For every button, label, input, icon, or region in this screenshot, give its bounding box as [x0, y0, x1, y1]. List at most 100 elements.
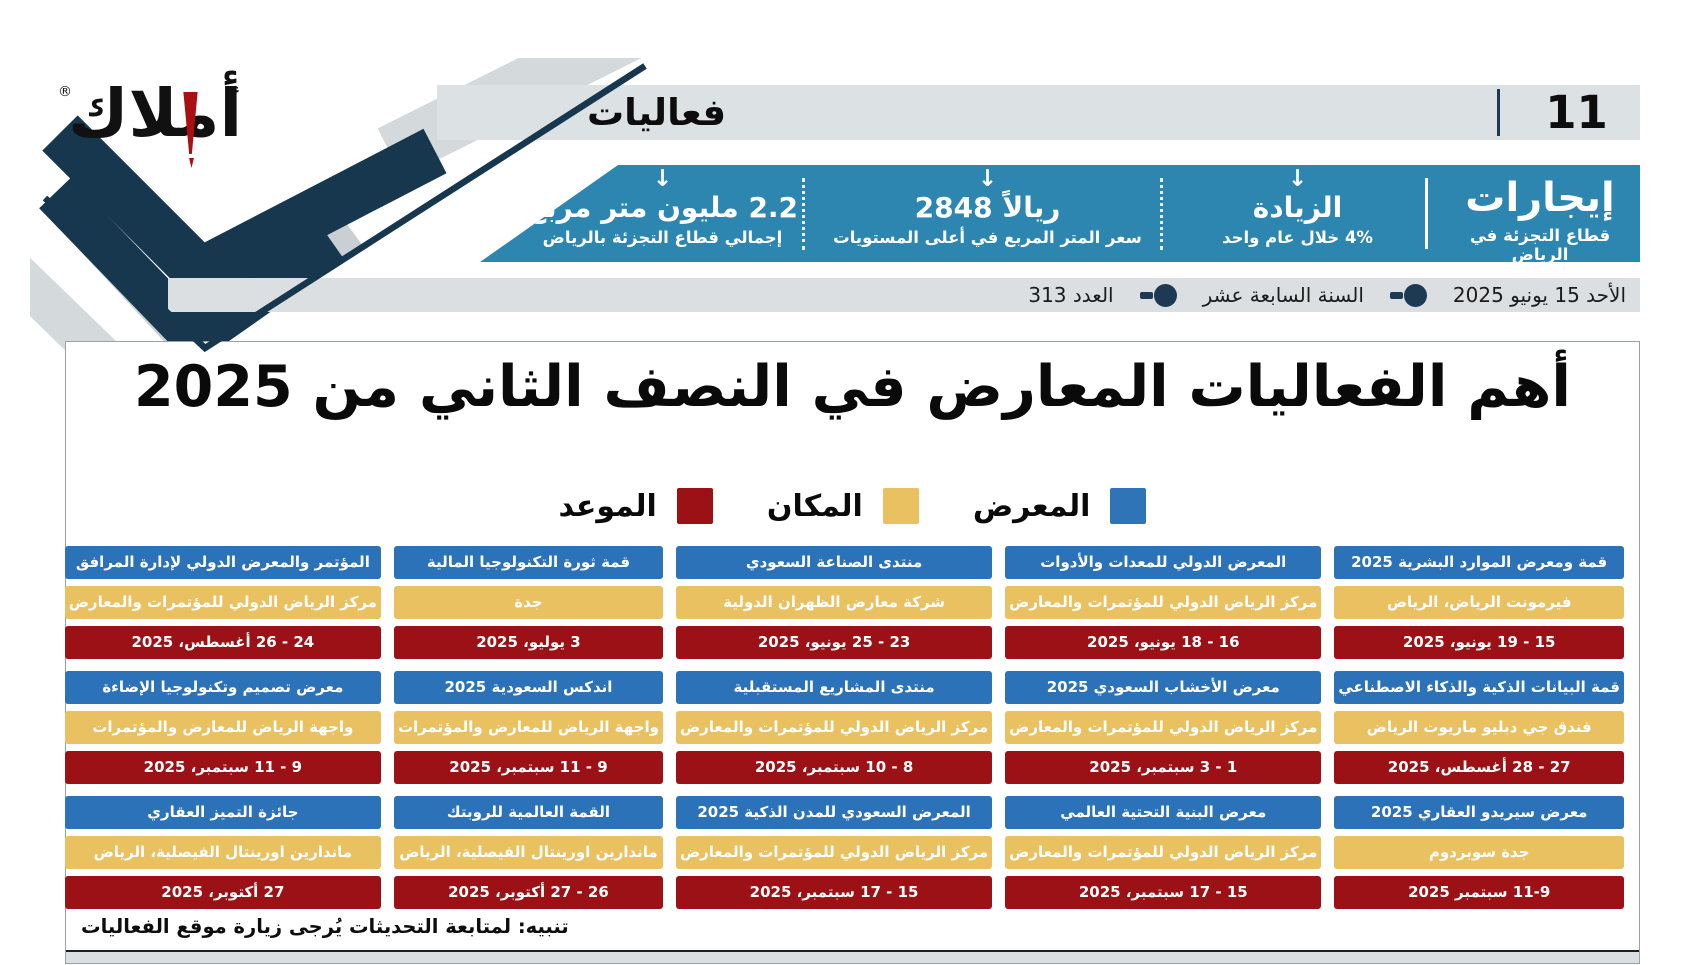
- event-date: 23 - 25 يونيو، 2025: [675, 626, 993, 659]
- event-name: معرض البنية التحتية العالمي: [1005, 796, 1322, 829]
- event-date: 3 يوليو، 2025: [393, 626, 663, 659]
- legend-item-date: الموعد: [559, 488, 713, 524]
- rental-stats-banner: إيجارات قطاع التجزئة في الرياض ↓ الزيادة…: [480, 165, 1640, 262]
- event-card: معرض تصميم وتكنولوجيا الإضاءة واجهة الري…: [64, 671, 381, 784]
- event-venue: ماندارين اورينتال الفيصلية، الرياض: [393, 836, 663, 869]
- event-date: 9 - 11 سبتمبر، 2025: [393, 751, 663, 784]
- page-number: 11: [1545, 86, 1608, 139]
- event-name: معرض تصميم وتكنولوجيا الإضاءة: [64, 671, 381, 704]
- publication-year: السنة السابعة عشر: [1202, 283, 1364, 307]
- banner-divider: [1425, 178, 1428, 249]
- banner-headline: إيجارات قطاع التجزئة في الرياض: [1440, 173, 1640, 264]
- event-date: 16 - 18 يونيو، 2025: [1005, 626, 1322, 659]
- stat-price: ↓ 2848 ريالاً سعر المتر المربع في أعلى ا…: [820, 166, 1155, 248]
- legend-label: المكان: [766, 488, 863, 524]
- issue-separator-icon: [1139, 283, 1177, 307]
- event-venue: فيرمونت الرياض، الرياض: [1334, 586, 1624, 619]
- issue-separator-icon: [1389, 283, 1427, 307]
- location-color-swatch: [882, 488, 919, 524]
- event-name: المؤتمر والمعرض الدولي لإدارة المرافق: [64, 546, 381, 579]
- stat-value: الزيادة: [1252, 191, 1343, 224]
- banner-title: إيجارات: [1465, 175, 1615, 221]
- event-venue: فندق جي دبليو ماريوت الرياض: [1334, 711, 1624, 744]
- event-name: القمة العالمية للروبتك: [393, 796, 663, 829]
- event-name: معرض الأخشاب السعودي 2025: [1005, 671, 1322, 704]
- event-date: 27 أكتوبر، 2025: [64, 876, 381, 909]
- event-name: جائزة التميز العقاري: [64, 796, 381, 829]
- event-date: 1 - 3 سبتمبر، 2025: [1005, 751, 1322, 784]
- event-venue: جدة سوبردوم: [1334, 836, 1624, 869]
- event-date: 8 - 10 سبتمبر، 2025: [675, 751, 993, 784]
- events-infographic: أهم الفعاليات المعارض في النصف الثاني من…: [64, 341, 1640, 964]
- down-arrow-icon: ↓: [1287, 166, 1308, 192]
- next-section-edge: [66, 950, 1639, 963]
- event-date: 15 - 19 يونيو، 2025: [1334, 626, 1624, 659]
- registered-trademark-icon: ®: [58, 84, 72, 100]
- infographic-title: أهم الفعاليات المعارض في النصف الثاني من…: [134, 354, 1571, 420]
- event-card: قمة ومعرض الموارد البشرية 2025 فيرمونت ا…: [1334, 546, 1624, 659]
- event-venue: مركز الرياض الدولي للمؤتمرات والمعارض: [1005, 836, 1322, 869]
- event-venue: ماندارين اورينتال الفيصلية، الرياض: [64, 836, 381, 869]
- event-date: 24 - 26 أغسطس، 2025: [64, 626, 381, 659]
- legend-label: الموعد: [558, 488, 657, 524]
- events-grid: قمة ومعرض الموارد البشرية 2025 فيرمونت ا…: [64, 546, 1624, 909]
- page-number-divider: [1497, 89, 1500, 136]
- event-venue: واجهة الرياض للمعارض والمؤتمرات: [393, 711, 663, 744]
- event-card: جائزة التميز العقاري ماندارين اورينتال ا…: [64, 796, 381, 909]
- event-name: المعرض السعودي للمدن الذكية 2025: [675, 796, 993, 829]
- date-color-swatch: [676, 488, 713, 524]
- event-venue: مركز الرياض الدولي للمؤتمرات والمعارض: [675, 711, 993, 744]
- legend-label: المعرض: [972, 488, 1091, 524]
- issue-number: العدد 313: [1028, 283, 1114, 307]
- banner-dotted-divider: [1160, 178, 1163, 250]
- event-card: المؤتمر والمعرض الدولي لإدارة المرافق مر…: [64, 546, 381, 659]
- brand-hamza-mark: ء: [232, 80, 240, 98]
- event-date: 26 - 27 أكتوبر، 2025: [393, 876, 663, 909]
- event-card: المعرض السعودي للمدن الذكية 2025 مركز ال…: [675, 796, 993, 909]
- banner-subtitle: قطاع التجزئة في الرياض: [1469, 226, 1611, 264]
- event-name: منتدى المشاريع المستقبلية: [675, 671, 993, 704]
- event-card: معرض البنية التحتية العالمي مركز الرياض …: [1005, 796, 1322, 909]
- event-venue: شركة معارض الظهران الدولية: [675, 586, 993, 619]
- event-card: اندكس السعودية 2025 واجهة الرياض للمعارض…: [393, 671, 663, 784]
- banner-dotted-divider: [802, 178, 805, 250]
- event-venue: مركز الرياض الدولي للمؤتمرات والمعارض: [64, 586, 381, 619]
- stat-label: 4% خلال عام واحد: [1222, 228, 1373, 247]
- section-title: فعاليات: [587, 91, 727, 134]
- event-name: منتدى الصناعة السعودي: [675, 546, 993, 579]
- section-header-bar: فعاليات 11: [437, 85, 1640, 140]
- stat-label: إجمالي قطاع التجزئة بالرياض: [542, 228, 783, 247]
- event-card: قمة ثورة التكنولوجيا المالية جدة 3 يوليو…: [393, 546, 663, 659]
- exhibition-color-swatch: [1110, 488, 1147, 524]
- down-arrow-icon: ↓: [652, 166, 673, 192]
- event-name: المعرض الدولي للمعدات والأدوات: [1005, 546, 1322, 579]
- event-name: قمة ثورة التكنولوجيا المالية: [393, 546, 663, 579]
- stat-value: 2848 ريالاً: [914, 191, 1061, 224]
- event-date: 27 - 28 أغسطس، 2025: [1334, 751, 1624, 784]
- event-date: 15 - 17 سبتمبر، 2025: [1005, 876, 1322, 909]
- event-venue: مركز الرياض الدولي للمؤتمرات والمعارض: [675, 836, 993, 869]
- legend: المعرض المكان الموعد: [66, 488, 1639, 524]
- event-card: المعرض الدولي للمعدات والأدوات مركز الري…: [1005, 546, 1322, 659]
- event-name: معرض سيريدو العقاري 2025: [1334, 796, 1624, 829]
- event-name: قمة ومعرض الموارد البشرية 2025: [1334, 546, 1624, 579]
- event-venue: واجهة الرياض للمعارض والمؤتمرات: [64, 711, 381, 744]
- event-card: معرض سيريدو العقاري 2025 جدة سوبردوم 11-…: [1334, 796, 1624, 909]
- legend-item-location: المكان: [767, 488, 919, 524]
- event-card: معرض الأخشاب السعودي 2025 مركز الرياض ال…: [1005, 671, 1322, 784]
- event-venue: مركز الرياض الدولي للمؤتمرات والمعارض: [1005, 711, 1322, 744]
- event-card: القمة العالمية للروبتك ماندارين اورينتال…: [393, 796, 663, 909]
- event-name: قمة البيانات الذكية والذكاء الاصطناعي: [1334, 671, 1624, 704]
- stat-increase: ↓ الزيادة 4% خلال عام واحد: [1170, 166, 1425, 248]
- update-notice: تنبيه: لمتابعة التحديثات يُرجى زيارة موق…: [81, 915, 569, 938]
- down-arrow-icon: ↓: [977, 166, 998, 192]
- stat-label: سعر المتر المربع في أعلى المستويات: [833, 228, 1142, 247]
- issue-date: الأحد 15 يونيو 2025: [1452, 283, 1626, 307]
- issue-info-bar: الأحد 15 يونيو 2025 السنة السابعة عشر ال…: [168, 278, 1640, 312]
- event-venue: جدة: [393, 586, 663, 619]
- event-card: قمة البيانات الذكية والذكاء الاصطناعي فن…: [1334, 671, 1624, 784]
- event-venue: مركز الرياض الدولي للمؤتمرات والمعارض: [1005, 586, 1322, 619]
- event-date: 11-9 سبتمبر 2025: [1334, 876, 1624, 909]
- event-card: منتدى المشاريع المستقبلية مركز الرياض ال…: [675, 671, 993, 784]
